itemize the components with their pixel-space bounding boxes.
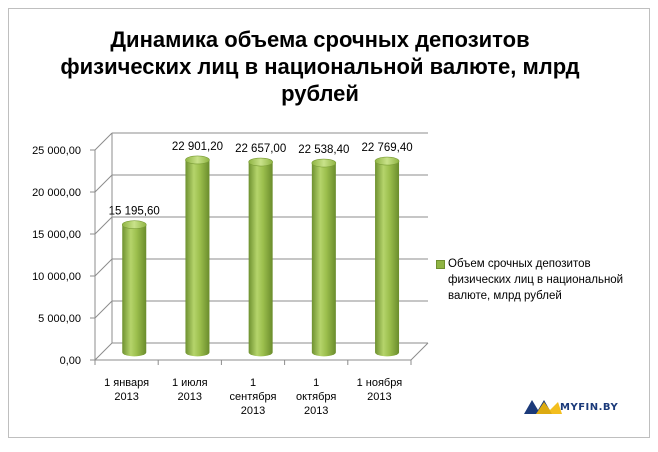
y-tick-label: 25 000,00 <box>32 145 81 157</box>
chart-title-line: Динамика объема срочных депозитов <box>110 27 530 52</box>
legend-label-line: физических лиц в национальной <box>448 274 624 286</box>
y-tick-label: 15 000,00 <box>32 229 81 241</box>
myfin-logo-text: MYFIN.BY <box>560 402 619 413</box>
chart-title-line: физических лиц в национальной валюте, мл… <box>60 54 580 79</box>
gridline-side <box>94 258 113 277</box>
bar-body <box>375 161 400 357</box>
gridline-side <box>94 300 113 319</box>
x-tick-label: 2013 <box>178 391 202 403</box>
x-tick-label: 1 <box>250 377 256 389</box>
bar-cap <box>374 156 400 166</box>
bar <box>185 155 210 357</box>
data-label: 22 901,20 <box>172 141 223 153</box>
x-tick-label: 1 июля <box>172 377 208 389</box>
bar-body <box>248 162 273 357</box>
x-tick-label: 1 <box>313 377 319 389</box>
bar-body <box>185 159 210 357</box>
y-tick-label: 5 000,00 <box>38 313 81 325</box>
bar-cap <box>311 158 337 168</box>
bar <box>311 158 337 357</box>
legend-label: Объем срочных депозитов физических лиц в… <box>448 256 643 304</box>
x-tick-label: 2013 <box>367 391 391 403</box>
gridline-side <box>94 342 113 361</box>
y-tick-label: 20 000,00 <box>32 187 81 199</box>
y-tick-label: 10 000,00 <box>32 271 81 283</box>
bar-body <box>122 224 147 357</box>
data-label: 15 195,60 <box>109 206 160 218</box>
chart-title: Динамика объема срочных депозитов физиче… <box>60 26 580 107</box>
gridline-side <box>94 132 113 151</box>
data-label: 22 657,00 <box>235 143 286 155</box>
legend-label-line: Объем срочных депозитов <box>448 258 591 270</box>
myfin-logo-mark <box>524 400 562 414</box>
data-label: 22 769,40 <box>361 142 412 154</box>
x-tick-label: сентября <box>230 391 277 403</box>
bar-cap <box>121 220 147 230</box>
x-tick-label: 2013 <box>304 405 328 417</box>
bar <box>248 157 273 357</box>
bar-body <box>311 163 336 357</box>
bar-cap <box>248 157 273 167</box>
x-tick-label: 1 ноября <box>357 377 403 389</box>
x-tick-label: 2013 <box>241 405 265 417</box>
x-tick-label: октября <box>296 391 336 403</box>
myfin-logo: MYFIN.BY <box>522 394 632 418</box>
bar <box>121 220 147 357</box>
x-tick-label: 1 января <box>104 377 149 389</box>
y-tick-label: 0,00 <box>60 355 81 367</box>
data-label: 22 538,40 <box>298 144 349 156</box>
bar-cap <box>185 155 210 165</box>
x-tick-label: 2013 <box>114 391 138 403</box>
floor-edge <box>410 342 429 361</box>
legend-label-line: валюте, млрд рублей <box>448 290 562 302</box>
bar <box>374 156 400 357</box>
legend-swatch <box>436 260 445 269</box>
chart-title-line: рублей <box>281 81 359 106</box>
gridline-side <box>94 216 113 235</box>
gridline-side <box>94 174 113 193</box>
